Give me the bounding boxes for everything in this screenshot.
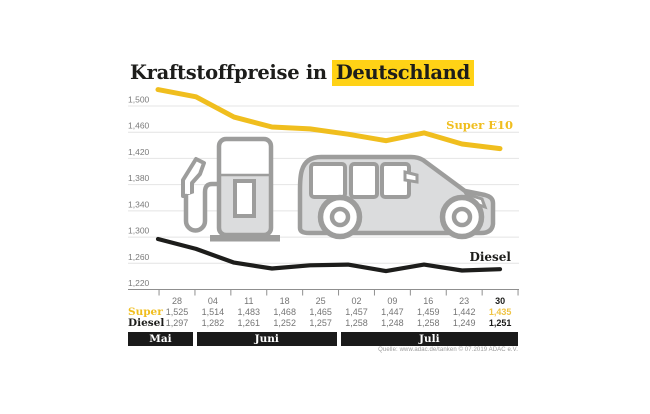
super-value-cell: 1,465 — [309, 307, 332, 317]
diesel-value-cell: 1,297 — [165, 318, 189, 328]
title-highlight: Deutschland — [331, 60, 474, 86]
super-value-cell: 1,483 — [237, 307, 261, 317]
series-line-super — [155, 87, 503, 152]
super-value-cell: 1,447 — [381, 307, 404, 317]
diesel-line-label: Diesel — [469, 250, 511, 264]
diesel-value-cell: 1,248 — [381, 318, 404, 328]
car-icon — [297, 154, 496, 240]
title-prefix: Kraftstoffpreise in — [130, 61, 327, 84]
super-value-cell: 1,435 — [488, 307, 512, 317]
diesel-value-cell: 1,251 — [488, 318, 512, 328]
date-label: 18 — [279, 296, 290, 306]
date-label: 04 — [207, 296, 218, 306]
diesel-value-cell: 1,258 — [417, 318, 440, 328]
month-label: Juli — [419, 332, 440, 345]
y-axis-label: 1,380 — [128, 173, 150, 183]
diesel-value-cell: 1,249 — [452, 318, 476, 328]
x-axis-ticks — [158, 289, 519, 296]
diesel-value-cell: 1,258 — [345, 318, 368, 328]
diesel-value-cell: 1,282 — [201, 318, 225, 328]
date-label: 16 — [423, 296, 434, 306]
month-bar-juli: Juli — [340, 331, 519, 346]
month-label: Mai — [149, 332, 172, 345]
y-axis-label: 1,300 — [128, 226, 150, 236]
super-value-cell: 1,457 — [345, 307, 368, 317]
source-note: Quelle: www.adac.de/tanken © 07.2019 ADA… — [378, 347, 518, 353]
page-title: Kraftstoffpreise in Deutschland — [130, 60, 474, 86]
y-axis-label: 1,420 — [128, 147, 150, 157]
month-bar-juni: Juni — [196, 331, 337, 346]
series-line-diesel — [155, 236, 503, 274]
date-label: 23 — [459, 296, 470, 306]
y-axis-label: 1,460 — [128, 121, 150, 131]
diesel-row-label: Diesel — [128, 317, 165, 329]
y-axis-label: 1,260 — [128, 252, 150, 262]
y-axis-label: 1,340 — [128, 199, 150, 209]
month-bar-mai: Mai — [128, 331, 193, 346]
date-label: 25 — [315, 296, 326, 306]
date-label: 30 — [495, 296, 506, 306]
diesel-value-cell: 1,257 — [309, 318, 332, 328]
diesel-value-cell: 1,261 — [237, 318, 261, 328]
super-e10-line-label: Super E10 — [446, 118, 513, 132]
diesel-value-cell: 1,252 — [273, 318, 296, 328]
date-label: 09 — [387, 296, 398, 306]
date-label: 28 — [171, 296, 182, 306]
super-value-cell: 1,514 — [201, 307, 225, 317]
y-axis-label: 1,220 — [128, 278, 150, 288]
date-label: 02 — [351, 296, 362, 306]
super-value-cell: 1,459 — [417, 307, 440, 317]
super-row-label: Super — [128, 306, 163, 318]
month-label: Juni — [254, 332, 279, 345]
series-lines — [155, 87, 503, 274]
super-value-cell: 1,442 — [452, 307, 476, 317]
super-value-cell: 1,468 — [273, 307, 296, 317]
fuel-pump-icon — [181, 136, 280, 242]
date-label: 11 — [244, 296, 254, 306]
super-value-cell: 1,525 — [165, 307, 189, 317]
y-axis-label: 1,500 — [128, 95, 150, 105]
